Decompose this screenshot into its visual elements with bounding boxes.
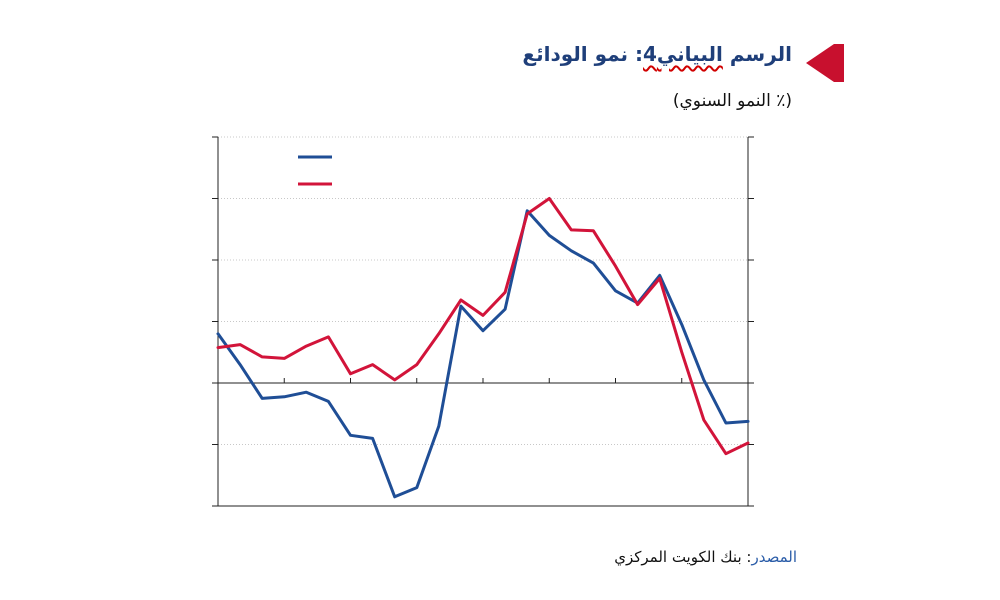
grid-layer: [218, 136, 748, 445]
legend-layer: [298, 155, 332, 186]
title-suffix: : نمو الودائع: [522, 42, 643, 66]
section-marker-triangle: [806, 44, 834, 82]
chart-subtitle: (٪ النمو السنوي): [672, 91, 792, 111]
source-note: المصدر: بنك الكويت المركزي: [614, 548, 797, 566]
section-marker-bar: [834, 44, 844, 82]
series-layer: [216, 197, 750, 499]
series-line-2: [216, 197, 750, 456]
title-prefix: الرسم: [722, 42, 792, 66]
chart-title: الرسم البياني4: نمو الودائع: [522, 42, 792, 66]
source-label: المصدر: [751, 548, 797, 566]
source-text: : بنك الكويت المركزي: [614, 548, 752, 566]
series-line-1: [216, 209, 750, 499]
title-wavy: البياني4: [643, 42, 723, 66]
